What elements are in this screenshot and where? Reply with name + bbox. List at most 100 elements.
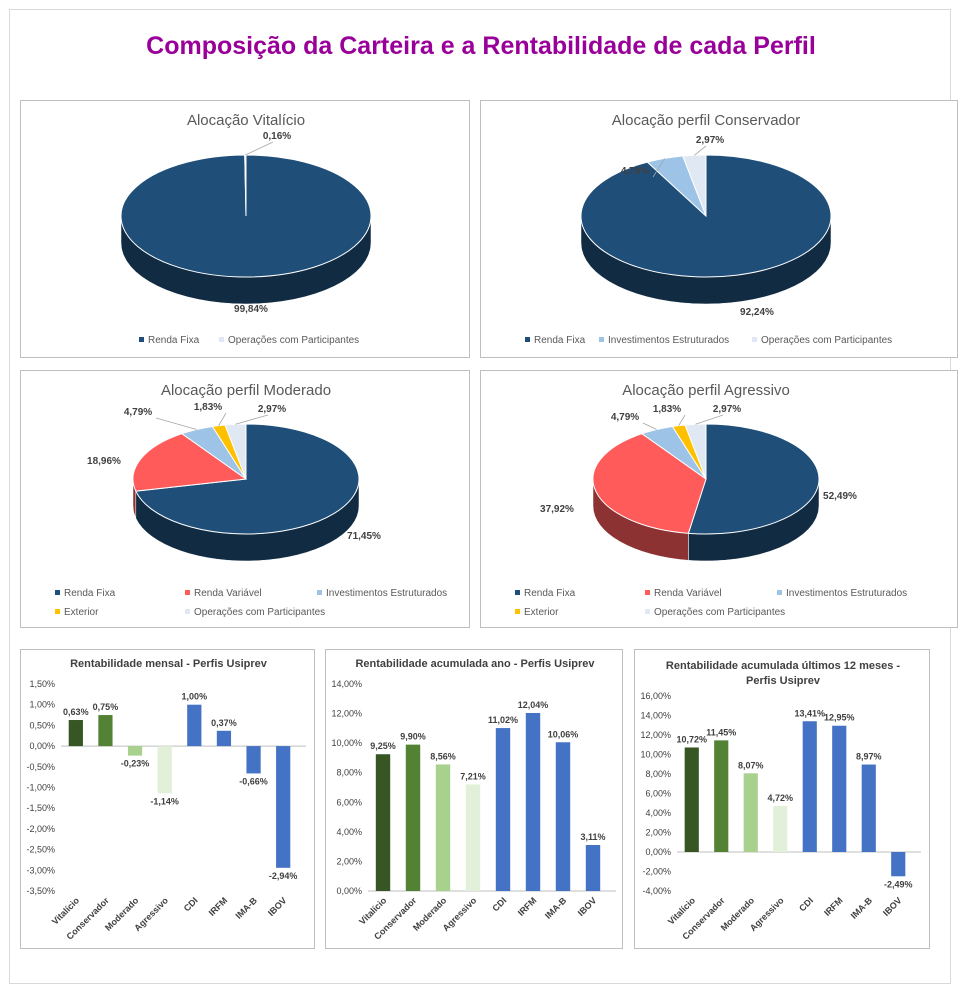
legend-item-operacoes-com-participantes: Operações com Participantes — [185, 607, 325, 618]
y-tick-label: -0,50% — [26, 762, 55, 772]
bar-vitalicio — [684, 747, 699, 852]
pie-leader-line — [695, 414, 724, 425]
x-category-label: IRFM — [516, 895, 539, 918]
y-tick-label: 1,50% — [29, 679, 55, 689]
page-title: Composição da Carteira e a Rentabilidade… — [146, 32, 816, 60]
legend-label: Exterior — [64, 607, 99, 618]
y-tick-label: 6,00% — [645, 789, 671, 799]
bar-panel-mensal: Rentabilidade mensal - Perfis Usiprev 1,5… — [20, 649, 315, 949]
pie-value-label: 37,92% — [540, 504, 574, 515]
pie-leader-line — [642, 422, 657, 430]
legend-swatch — [515, 609, 520, 614]
bar-irfm — [832, 725, 847, 852]
bar-irfm — [216, 730, 232, 747]
legend-label: Operações com Participantes — [228, 335, 359, 346]
pie-value-label: 0,16% — [263, 131, 291, 142]
pie-value-label: 1,83% — [653, 404, 681, 415]
y-tick-label: 4,00% — [645, 808, 671, 818]
bar-title: Rentabilidade mensal - Perfis Usiprev — [70, 658, 268, 670]
bar-ima-b — [555, 742, 571, 891]
legend-swatch — [55, 590, 60, 595]
bar-value-label: 10,72% — [676, 734, 707, 744]
bar-panel-12-meses: Rentabilidade acumulada últimos 12 meses… — [634, 649, 930, 949]
bar-chart-2: Rentabilidade acumulada últimos 12 meses… — [640, 660, 921, 942]
bar-agressivo — [157, 746, 172, 794]
bar-moderado — [435, 764, 451, 891]
legend-swatch — [185, 609, 190, 614]
bar-value-label: 8,07% — [738, 760, 764, 770]
legend-swatch — [599, 337, 604, 342]
bar-title: Rentabilidade acumulada últimos 12 meses… — [666, 660, 900, 672]
pie-panel-conservador: Alocação perfil Conservador 92,24% 4,79% 2,… — [480, 100, 958, 358]
x-category-label: IBOV — [266, 895, 289, 918]
legend-swatch — [219, 337, 224, 342]
pie-value-label: 2,97% — [696, 135, 724, 146]
pie-slice-renda-variavel — [132, 433, 248, 492]
pie-chart-0: Alocação Vitalício 99,84% 0,16% Renda Fixa O… — [120, 112, 372, 346]
y-tick-label: -2,50% — [26, 845, 55, 855]
bar-value-label: 13,41% — [794, 708, 825, 718]
y-tick-label: 10,00% — [640, 750, 671, 760]
pie-title: Alocação Vitalício — [187, 112, 305, 129]
bar-value-label: 7,21% — [460, 771, 486, 781]
legend-label: Operações com Participantes — [761, 335, 892, 346]
y-tick-label: 10,00% — [331, 738, 362, 748]
bar-value-label: -2,49% — [884, 879, 913, 889]
pie-value-label: 2,97% — [713, 404, 741, 415]
pie-chart-3: Alocação perfil Agressivo 52,49% 37,92% 4,7… — [515, 382, 907, 618]
legend-item-renda-fixa: Renda Fixa — [139, 335, 200, 346]
pie-panel-agressivo: Alocação perfil Agressivo 52,49% 37,92% 4,7… — [480, 370, 958, 628]
pie-value-label: 71,45% — [347, 531, 381, 542]
pie-title: Alocação perfil Agressivo — [622, 382, 790, 399]
y-tick-label: 0,50% — [29, 720, 55, 730]
legend-item-renda-variavel: Renda Variável — [645, 588, 722, 599]
legend-label: Investimentos Estruturados — [608, 335, 729, 346]
legend-item-renda-fixa: Renda Fixa — [525, 335, 586, 346]
pie-title: Alocação perfil Conservador — [612, 112, 800, 129]
bar-conservador — [714, 740, 729, 852]
legend-item-investimentos-estruturados: Investimentos Estruturados — [599, 335, 729, 346]
pie-panel-vitalicio: Alocação Vitalício 99,84% 0,16% Renda Fixa O… — [20, 100, 470, 358]
x-category-label: CDI — [797, 895, 815, 913]
legend-swatch — [525, 337, 530, 342]
y-tick-label: 12,00% — [331, 709, 362, 719]
pie-value-label: 2,97% — [258, 404, 286, 415]
y-tick-label: 0,00% — [645, 847, 671, 857]
y-tick-label: 14,00% — [640, 711, 671, 721]
legend-item-operacoes-com-participantes: Operações com Participantes — [752, 335, 892, 346]
legend-item-renda-variavel: Renda Variável — [185, 588, 262, 599]
bar-value-label: 12,04% — [518, 700, 549, 710]
legend-swatch — [139, 337, 144, 342]
legend-item-operacoes-com-participantes: Operações com Participantes — [645, 607, 785, 618]
pie-chart-1: Alocação perfil Conservador 92,24% 4,79% 2,… — [525, 112, 892, 346]
bar-value-label: 8,97% — [856, 752, 882, 762]
pie-title: Alocação perfil Moderado — [161, 382, 331, 399]
x-category-label: IBOV — [881, 895, 904, 918]
bar-agressivo — [773, 805, 788, 852]
bar-value-label: 4,72% — [767, 793, 793, 803]
y-tick-label: 16,00% — [640, 691, 671, 701]
x-category-label: CDI — [182, 895, 200, 913]
bar-value-label: 11,02% — [488, 715, 518, 725]
legend-item-renda-fixa: Renda Fixa — [55, 588, 116, 599]
bar-cdi — [495, 728, 511, 891]
bar-title: Perfis Usiprev — [746, 675, 821, 687]
legend-label: Renda Fixa — [524, 588, 576, 599]
pie-value-label: 99,84% — [234, 304, 268, 315]
bar-ibov — [891, 852, 906, 877]
bar-value-label: -1,14% — [150, 796, 179, 806]
pie-value-label: 4,79% — [621, 166, 649, 177]
legend-swatch — [645, 590, 650, 595]
legend-item-renda-fixa: Renda Fixa — [515, 588, 576, 599]
pie-leader-line — [218, 412, 227, 426]
bar-ibov — [585, 845, 601, 891]
bar-value-label: 0,63% — [63, 707, 89, 717]
bar-ibov — [276, 746, 291, 868]
bar-value-label: -0,66% — [239, 776, 268, 786]
x-category-label: IMA-B — [543, 895, 569, 921]
pie-value-label: 18,96% — [87, 456, 121, 467]
x-category-label: IRFM — [822, 895, 845, 918]
y-tick-label: -4,00% — [642, 886, 671, 896]
bar-moderado — [127, 746, 143, 756]
pie-leader-line — [235, 414, 269, 425]
